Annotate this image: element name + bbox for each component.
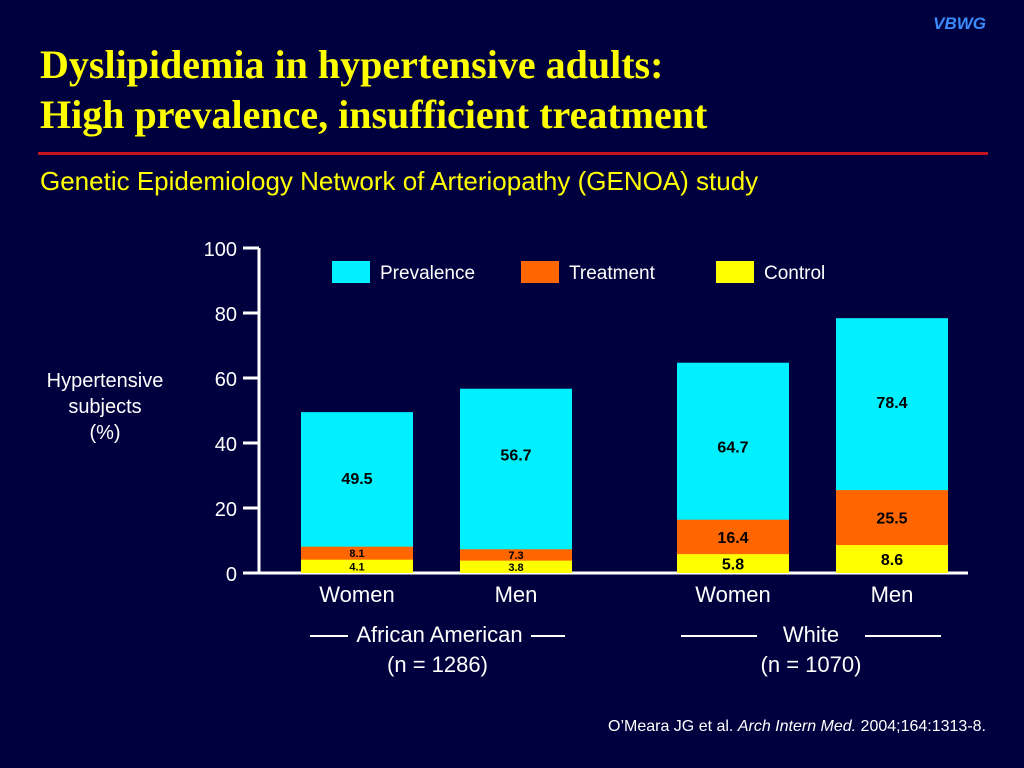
y-axis-label-line: Hypertensive	[46, 370, 164, 392]
citation-authors: O’Meara JG et al.	[608, 718, 738, 735]
citation-details: 2004;164:1313-8.	[856, 718, 986, 735]
group-count: (n = 1070)	[760, 652, 862, 677]
bar-control	[677, 554, 789, 573]
y-axis-label-line: (%)	[89, 422, 121, 444]
title-divider	[38, 152, 988, 155]
data-label-prevalence: 78.4	[876, 395, 907, 412]
bar-control	[836, 545, 948, 573]
slide-title: Dyslipidemia in hypertensive adults: Hig…	[40, 40, 707, 140]
legend-swatch-control	[716, 261, 754, 283]
data-label-control: 5.8	[722, 557, 744, 574]
data-label-control: 3.8	[508, 562, 523, 574]
bar-control	[460, 560, 572, 573]
y-tick-label: 80	[215, 304, 237, 326]
legend-label-prevalence: Prevalence	[380, 263, 475, 284]
y-tick-label: 60	[215, 369, 237, 391]
y-tick-label: 20	[215, 499, 237, 521]
title-line-2: High prevalence, insufficient treatment	[40, 92, 708, 137]
x-tick-label: Women	[695, 582, 770, 607]
group-bracket-line	[310, 635, 349, 638]
x-tick-label: Men	[871, 582, 914, 607]
data-label-prevalence: 49.5	[341, 471, 372, 488]
data-label-control: 4.1	[349, 561, 364, 573]
y-axis-label: Hypertensive subjects (%)	[30, 368, 180, 446]
group-count: (n = 1286)	[387, 652, 488, 677]
y-tick-label: 0	[226, 564, 237, 586]
y-tick-label: 100	[204, 239, 237, 261]
data-label-treatment: 16.4	[717, 530, 748, 547]
legend-label-treatment: Treatment	[569, 263, 656, 284]
brand-logo: VBWG	[933, 14, 986, 33]
group-label-african-american: African American (n = 1286)	[290, 620, 585, 680]
data-label-treatment: 7.3	[508, 550, 523, 562]
data-label-treatment: 8.1	[349, 548, 364, 560]
bar-prevalence	[460, 388, 572, 573]
y-axis-label-line: subjects	[68, 396, 142, 418]
data-label-treatment: 25.5	[876, 511, 907, 528]
data-label-prevalence: 64.7	[717, 440, 748, 457]
group-label-white: White (n = 1070)	[676, 620, 946, 680]
bar-prevalence	[301, 412, 413, 573]
citation-journal: Arch Intern Med.	[737, 718, 857, 735]
title-line-1: Dyslipidemia in hypertensive adults:	[40, 42, 664, 87]
x-tick-label: Men	[495, 582, 538, 607]
slide-subtitle: Genetic Epidemiology Network of Arteriop…	[40, 166, 759, 196]
legend-swatch-treatment	[521, 261, 559, 283]
group-name: African American	[356, 622, 523, 647]
legend-label-control: Control	[764, 263, 825, 284]
y-tick-label: 40	[215, 434, 237, 456]
bar-control	[301, 559, 413, 573]
data-label-prevalence: 56.7	[500, 448, 531, 465]
x-tick-label: Women	[319, 582, 394, 607]
group-bracket-line	[865, 635, 942, 638]
group-bracket-line	[680, 635, 757, 638]
group-bracket-line	[530, 635, 565, 638]
legend-swatch-prevalence	[332, 261, 370, 283]
group-name: White	[782, 622, 840, 647]
data-label-control: 8.6	[881, 552, 903, 569]
citation: O’Meara JG et al. Arch Intern Med. 2004;…	[608, 718, 986, 736]
